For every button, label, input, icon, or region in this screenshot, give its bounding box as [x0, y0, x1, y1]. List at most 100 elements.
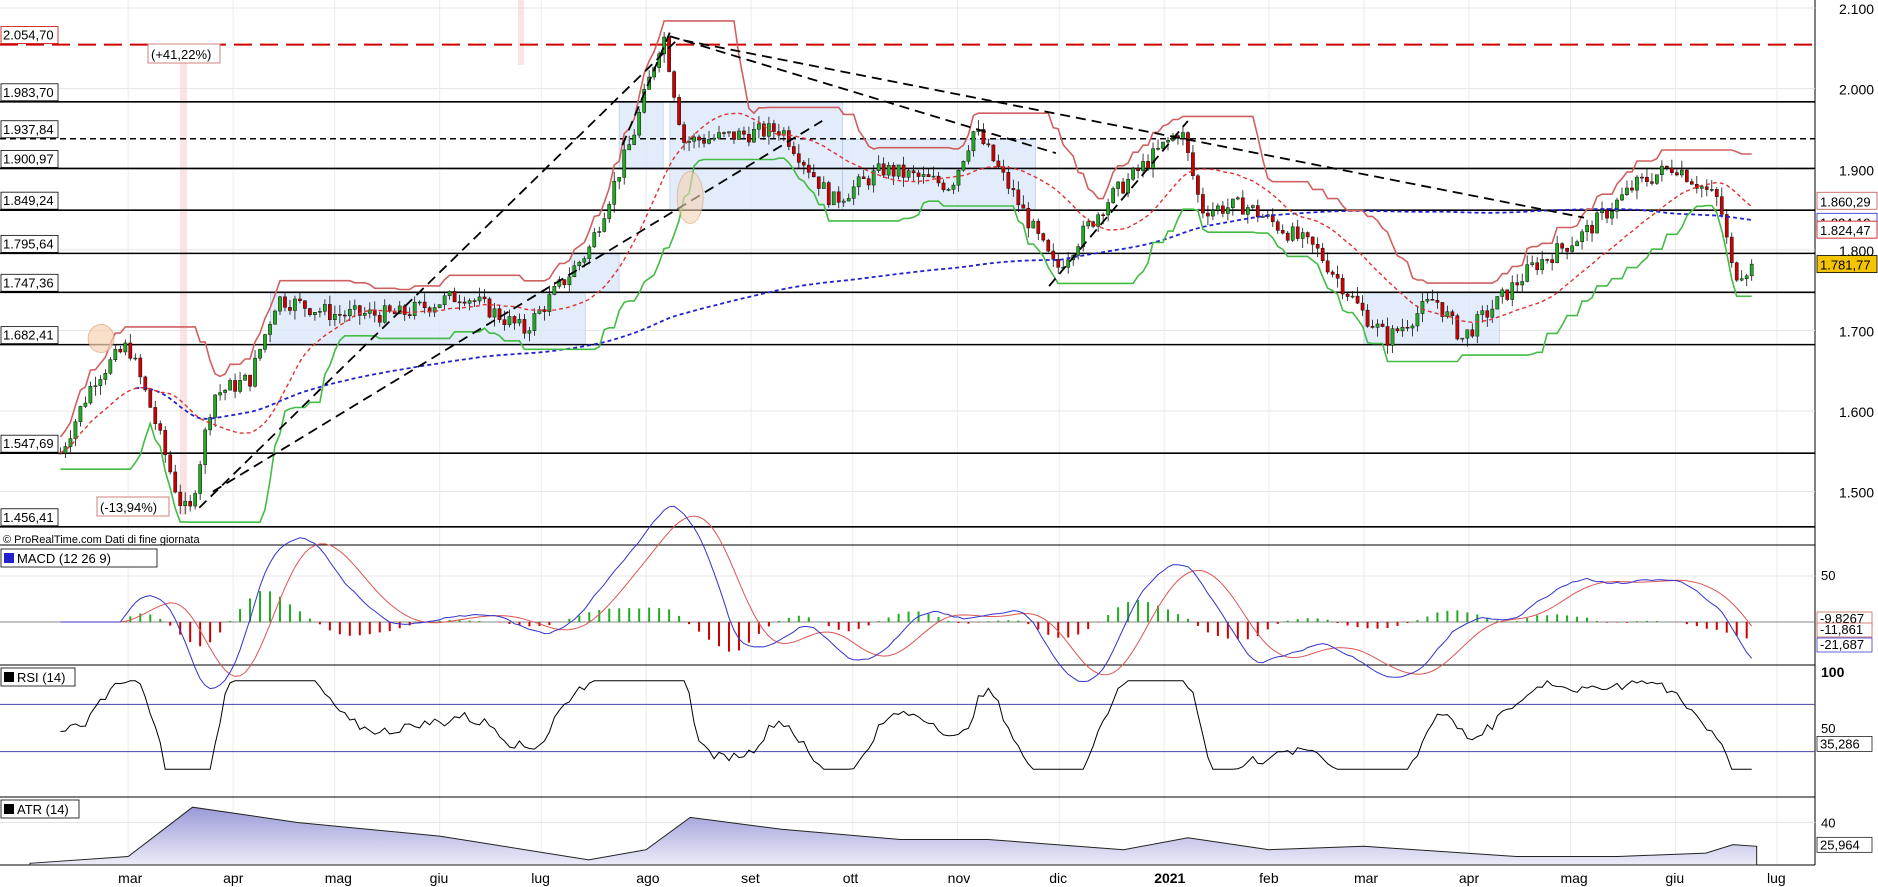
macd-bar — [648, 607, 651, 622]
candle-body — [1425, 299, 1430, 302]
candle-body — [412, 301, 417, 316]
highlight-ellipse — [676, 170, 704, 224]
macd-bar — [438, 620, 441, 622]
candle-body — [108, 359, 113, 374]
trendline — [621, 31, 671, 146]
candle-body — [1340, 278, 1345, 295]
level-label: 1.849,24 — [3, 193, 54, 208]
macd-bar — [718, 622, 721, 647]
month-label: giu — [1665, 870, 1684, 886]
candle-body — [791, 146, 796, 154]
candle-body — [1350, 295, 1355, 298]
candle-body — [587, 246, 592, 259]
macd-bar — [1426, 616, 1429, 622]
trailing-stop-lower — [60, 157, 1752, 524]
month-label: apr — [223, 870, 244, 886]
candle-body — [1605, 210, 1609, 219]
macd-bar — [987, 621, 990, 622]
candle-body — [1620, 194, 1624, 201]
candle-body — [752, 129, 756, 143]
macd-bar — [708, 622, 711, 640]
candle-body — [881, 163, 886, 176]
candle-body — [712, 137, 716, 140]
macd-bar — [757, 622, 760, 634]
candle-body — [1136, 168, 1140, 171]
candle-body — [801, 162, 806, 166]
macd-bar — [368, 622, 371, 635]
macd-bar — [308, 618, 311, 622]
candle-body — [1460, 337, 1465, 340]
candle-body — [1525, 264, 1530, 282]
macd-bar — [927, 613, 930, 622]
loss-label: (-13,94%) — [100, 500, 157, 515]
candle-body — [1201, 194, 1205, 214]
candle-body — [148, 389, 153, 408]
price-tick-label: 1.700 — [1839, 323, 1874, 339]
candle-body — [1724, 214, 1729, 238]
month-label: giu — [430, 870, 449, 886]
candle-body — [1021, 204, 1026, 209]
rsi-title: RSI (14) — [17, 670, 65, 685]
macd-bar — [1087, 622, 1090, 630]
macd-tick: 50 — [1821, 568, 1835, 583]
candle-body — [946, 189, 951, 191]
candle-body — [1211, 209, 1215, 217]
candle-body — [906, 170, 911, 178]
candle-body — [1520, 281, 1525, 286]
candle-body — [971, 131, 976, 152]
loss-box — [96, 496, 170, 517]
candle-body — [717, 132, 721, 139]
candle-body — [921, 174, 926, 177]
candle-body — [1450, 311, 1455, 317]
consolidation-box — [270, 292, 586, 346]
candle-body — [1565, 247, 1569, 252]
candle-body — [806, 164, 811, 173]
candle-body — [1011, 188, 1016, 191]
candle-body — [283, 296, 287, 308]
price-badge — [1816, 220, 1878, 239]
candle-body — [567, 276, 572, 286]
candle-body — [582, 258, 587, 263]
macd-bar — [269, 591, 272, 622]
macd-bar — [947, 620, 950, 622]
trendline — [1048, 120, 1189, 287]
candle-body — [1240, 197, 1245, 215]
candle-body — [627, 144, 632, 151]
candle-body — [1590, 225, 1594, 234]
candle-body — [1595, 212, 1599, 234]
candle-body — [298, 298, 302, 301]
macd-bar — [1007, 620, 1010, 622]
macd-bar — [767, 622, 770, 627]
candle-body — [263, 334, 267, 350]
candle-body — [1415, 313, 1420, 327]
level-label-box — [0, 508, 59, 527]
candle-body — [333, 314, 337, 320]
macd-bar — [209, 622, 212, 643]
candle-body — [238, 380, 242, 392]
atr-tick: 40 — [1821, 816, 1835, 831]
macd-bar — [737, 622, 740, 651]
candle-body — [1320, 247, 1325, 262]
macd-bar — [1386, 622, 1389, 629]
highlight-band — [518, 0, 524, 65]
macd-bar — [548, 622, 551, 626]
candle-body — [1480, 310, 1485, 315]
candle-body — [1355, 295, 1360, 304]
candle-body — [757, 123, 761, 130]
macd-bar — [1186, 618, 1189, 622]
candle-body — [1684, 169, 1689, 182]
candle-body — [432, 307, 437, 313]
macd-bar — [1117, 607, 1120, 622]
candle-body — [1400, 326, 1405, 332]
candle-body — [1216, 205, 1220, 211]
macd-icon — [4, 553, 14, 563]
candle-body — [677, 97, 681, 125]
candle-body — [846, 198, 851, 202]
candle-body — [288, 307, 292, 311]
candle-body — [1410, 325, 1415, 329]
candle-body — [1709, 189, 1714, 191]
candle-body — [1360, 302, 1365, 311]
rsi-line — [60, 680, 1752, 770]
candle-body — [497, 308, 502, 320]
